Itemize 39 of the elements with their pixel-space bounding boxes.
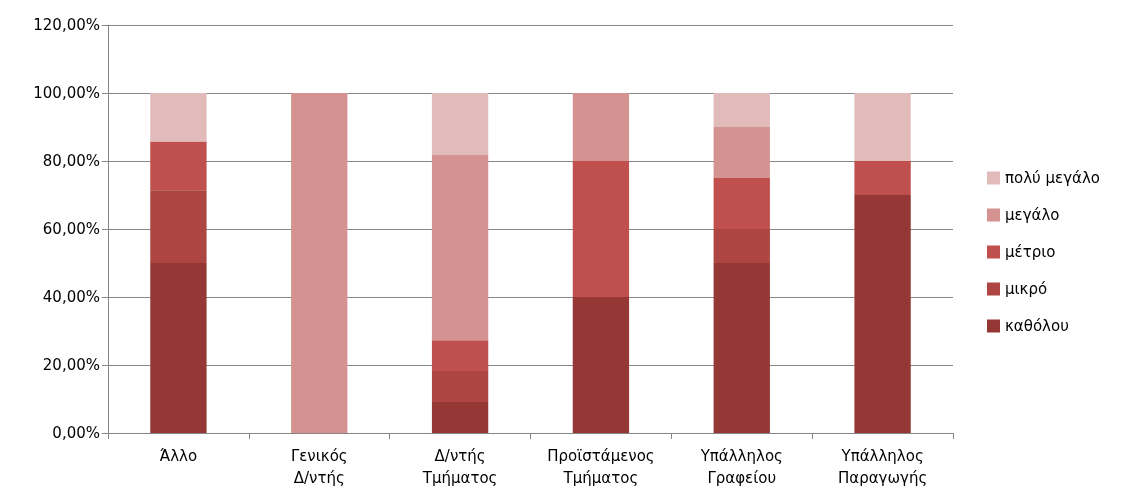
bar [854,93,911,161]
bar [431,154,489,341]
y-tick-label: 0,00% [52,424,100,442]
bar [572,161,630,297]
bar [291,93,348,433]
y-tick-label: 120,00% [33,16,100,34]
y-tick-label: 40,00% [42,288,100,306]
legend-label: μεγάλο [1005,206,1060,224]
bar [150,263,207,433]
y-tick-label: 20,00% [42,356,100,374]
bar [431,93,489,155]
legend-label: πολύ μεγάλο [1005,169,1101,187]
bar [713,263,770,433]
bar [150,190,207,263]
bar [572,297,630,433]
y-tick-label: 80,00% [42,152,100,170]
bar [431,402,489,433]
bar [713,178,770,229]
bar [150,93,207,142]
bar [854,195,911,433]
legend-label: μικρό [1005,280,1048,298]
y-tick-label: 100,00% [33,84,100,102]
bar [572,93,630,161]
x-tick-label: Υπάλληλος Γραφείου [699,447,783,487]
bar [713,229,770,263]
bar [713,127,770,178]
bar [431,371,489,403]
x-tick-label: Προϊστάμενος Τμήματος [547,447,655,487]
bar [713,93,770,127]
x-tick-label: Υπάλληλος Παραγωγής [837,447,928,487]
bar [431,340,489,372]
legend-label: καθόλου [1005,317,1069,335]
x-tick-label: Γενικός Δ/ντής [290,447,348,487]
x-tick-label: Άλλο [159,447,198,465]
bar [150,141,207,191]
x-tick-label: Δ/ντής Τμήματος [421,447,498,487]
bar [854,161,911,195]
y-tick-label: 60,00% [42,220,100,238]
legend-label: μέτριο [1005,243,1056,261]
